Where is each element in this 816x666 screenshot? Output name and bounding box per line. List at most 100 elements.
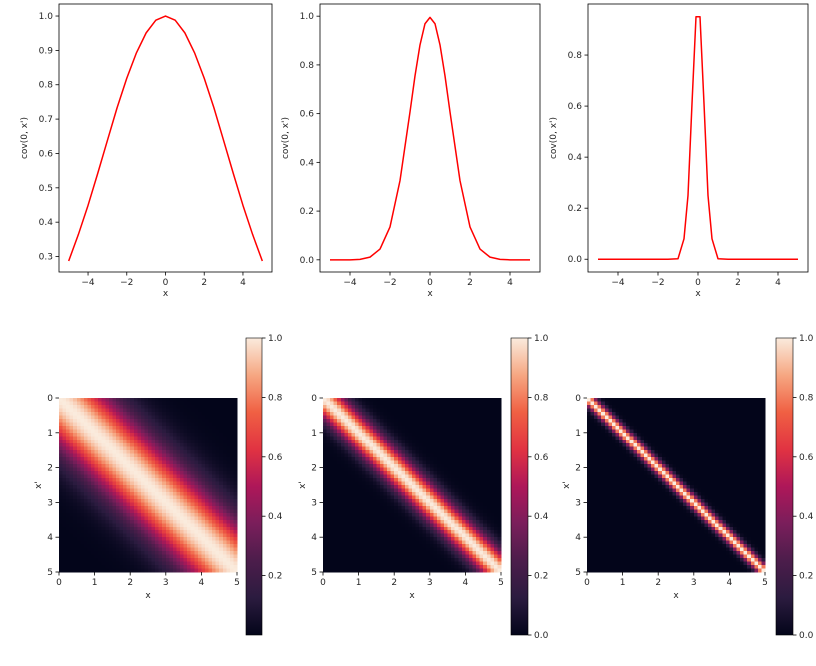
heatmap-cell: [447, 498, 452, 503]
heatmap-cell: [369, 432, 374, 437]
heatmap-cell: [493, 471, 498, 475]
heatmap-cell: [486, 425, 491, 430]
heatmap-cell: [208, 509, 213, 514]
heatmap-cell: [226, 502, 231, 507]
heatmap-cell: [69, 450, 74, 455]
heatmap-cell: [201, 404, 206, 409]
heatmap-cell: [91, 485, 95, 489]
heatmap-cell: [80, 457, 85, 462]
heatmap-cell: [465, 533, 470, 538]
heatmap-cell: [436, 509, 441, 514]
heatmap-cell: [490, 464, 495, 468]
heatmap-cell: [151, 404, 156, 409]
heatmap-cell: [365, 519, 370, 524]
heatmap-cell: [180, 533, 184, 538]
heatmap-cell: [454, 516, 459, 521]
heatmap-cell: [112, 404, 117, 409]
heatmap-cell: [372, 516, 377, 521]
heatmap-cell: [208, 481, 213, 486]
heatmap-cell: [59, 404, 63, 409]
heatmap-cell: [340, 443, 345, 448]
heatmap-cell: [162, 565, 167, 569]
heatmap-cell: [76, 509, 81, 514]
heatmap-cell: [476, 516, 481, 521]
heatmap-cell: [101, 425, 106, 430]
heatmap-cell: [476, 505, 481, 510]
heatmap-cell: [387, 450, 392, 455]
heatmap-cell: [87, 439, 92, 444]
heatmap-cell: [83, 485, 88, 489]
heatmap-cell: [376, 471, 381, 475]
heatmap-cell: [123, 540, 128, 545]
heatmap-cell: [372, 401, 377, 406]
heatmap-cell: [204, 398, 209, 402]
heatmap-cell: [333, 537, 338, 542]
heatmap-cell: [112, 516, 117, 521]
heatmap-cell: [422, 516, 427, 521]
heatmap-cell: [59, 467, 63, 472]
heatmap-cell: [62, 439, 67, 444]
heatmap-cell: [172, 436, 177, 441]
heatmap-cell: [133, 436, 138, 441]
heatmap-cell: [408, 436, 413, 441]
heatmap-cell: [130, 547, 135, 552]
heatmap-cell: [355, 558, 359, 562]
heatmap-cell: [123, 558, 128, 562]
heatmap-cell: [355, 446, 359, 451]
heatmap-cell: [148, 439, 152, 444]
heatmap-cell: [73, 512, 78, 517]
heatmap-cell: [326, 530, 331, 535]
heatmap-cell: [347, 530, 352, 535]
heatmap-cell: [412, 398, 416, 402]
heatmap-cell: [429, 467, 434, 472]
heatmap-cell: [444, 446, 448, 451]
heatmap-cell: [433, 418, 438, 423]
heatmap-cell: [133, 481, 138, 486]
heatmap-cell: [140, 481, 145, 486]
heatmap-cell: [383, 408, 388, 413]
heatmap-cell: [133, 443, 138, 448]
heatmap-cell: [483, 558, 488, 562]
heatmap-cell: [212, 565, 217, 569]
heatmap-cell: [194, 509, 199, 514]
heatmap-cell: [112, 429, 117, 434]
heatmap-cell: [379, 439, 384, 444]
heatmap-cell: [358, 561, 363, 566]
heatmap-cell: [394, 554, 399, 559]
heatmap-cell: [201, 429, 206, 434]
heatmap-cell: [123, 565, 128, 569]
heatmap-cell: [323, 408, 327, 413]
heatmap-cell: [91, 460, 95, 465]
heatmap-cell: [472, 411, 477, 416]
heatmap-cell: [404, 464, 409, 468]
heatmap-cell: [69, 565, 74, 569]
heatmap-cell: [486, 512, 491, 517]
heatmap-cell: [351, 516, 356, 521]
heatmap-cell: [176, 457, 181, 462]
heatmap-cell: [137, 512, 142, 517]
heatmap-cell: [87, 411, 92, 416]
heatmap-cell: [337, 537, 342, 542]
heatmap-cell: [451, 488, 456, 493]
heatmap-cell: [172, 418, 177, 423]
heatmap-cell: [130, 558, 135, 562]
heatmap-cell: [212, 418, 217, 423]
heatmap-cell: [468, 436, 473, 441]
heatmap-cell: [130, 481, 135, 486]
heatmap-cell: [176, 443, 181, 448]
heatmap-cell: [59, 530, 63, 535]
heatmap-cell: [433, 537, 438, 542]
heatmap-cell: [233, 526, 238, 531]
heatmap-cell: [326, 481, 331, 486]
heatmap-cell: [155, 495, 160, 500]
heatmap-cell: [458, 481, 463, 486]
heatmap-cell: [404, 544, 409, 549]
heatmap-cell: [468, 474, 473, 479]
heatmap-cell: [194, 401, 199, 406]
heatmap-cell: [440, 450, 445, 455]
heatmap-cell: [126, 485, 131, 489]
heatmap-cell: [444, 460, 448, 465]
heatmap-cell: [187, 519, 192, 524]
heatmap-cell: [208, 439, 213, 444]
heatmap-cell: [76, 547, 81, 552]
